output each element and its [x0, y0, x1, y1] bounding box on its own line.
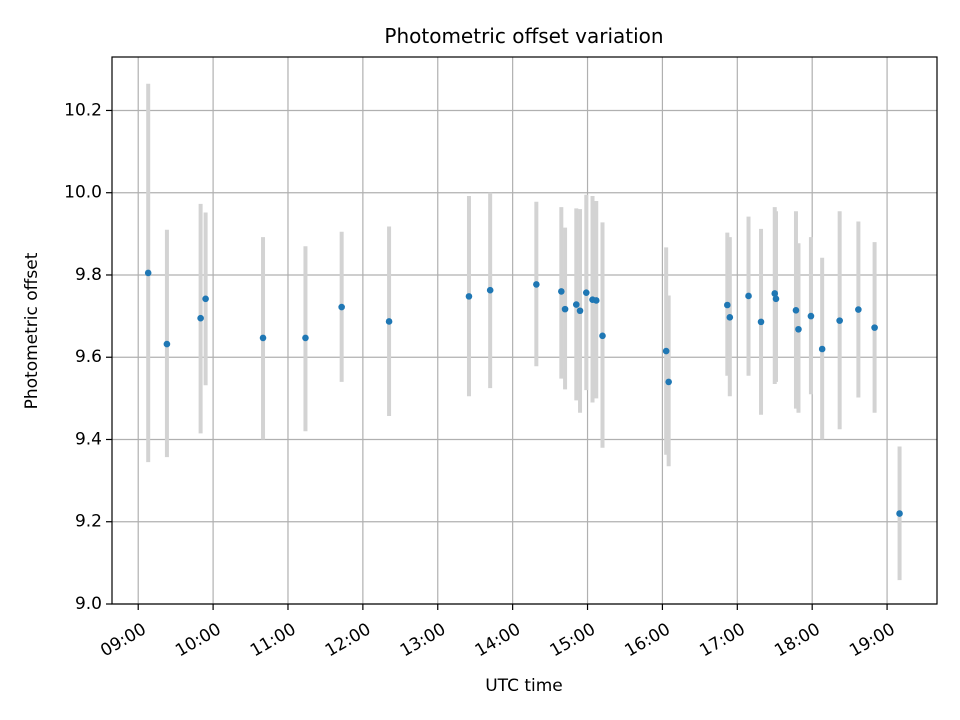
- chart-title: Photometric offset variation: [384, 24, 663, 48]
- data-point: [836, 317, 843, 324]
- y-tick-label: 9.2: [75, 512, 102, 532]
- y-axis-title: Photometric offset: [22, 252, 42, 409]
- data-point: [599, 332, 606, 340]
- data-point: [385, 318, 393, 325]
- data-point: [561, 305, 569, 313]
- data-point: [818, 345, 826, 353]
- data-point: [795, 325, 802, 333]
- y-tick-label: 9.4: [75, 429, 102, 449]
- data-point: [592, 297, 600, 304]
- data-points: [144, 269, 903, 517]
- data-point: [772, 295, 780, 303]
- data-point: [302, 334, 309, 342]
- y-axis-ticks: 9.0 9.2 9.4 9.6 9.8 10.0 10.2: [64, 100, 112, 614]
- data-point: [572, 301, 580, 308]
- data-point: [855, 306, 862, 313]
- data-point: [726, 314, 734, 321]
- data-point: [757, 318, 765, 326]
- data-point: [533, 281, 540, 288]
- data-point: [871, 324, 878, 331]
- plot-frame: [111, 56, 938, 605]
- data-point: [662, 347, 670, 355]
- data-point: [745, 292, 752, 300]
- data-point: [582, 289, 590, 296]
- data-point: [792, 307, 800, 314]
- data-point: [665, 378, 672, 386]
- data-point: [896, 510, 903, 517]
- data-point: [486, 286, 494, 294]
- data-point: [771, 290, 779, 297]
- y-tick-label: 10.2: [64, 100, 102, 120]
- data-point: [807, 312, 815, 320]
- data-point: [259, 334, 267, 342]
- data-point: [202, 295, 209, 303]
- data-point: [724, 301, 731, 309]
- data-point: [338, 303, 345, 311]
- data-point: [558, 288, 565, 295]
- data-point: [576, 307, 584, 315]
- y-tick-label: 9.8: [75, 265, 102, 285]
- data-point: [163, 340, 171, 348]
- data-point: [465, 293, 473, 300]
- data-point: [197, 314, 204, 322]
- y-tick-label: 9.6: [75, 347, 102, 367]
- y-tick-label: 9.0: [75, 594, 102, 614]
- data-point: [144, 269, 152, 277]
- y-tick-label: 10.0: [64, 183, 102, 203]
- x-axis-title: UTC time: [485, 676, 563, 696]
